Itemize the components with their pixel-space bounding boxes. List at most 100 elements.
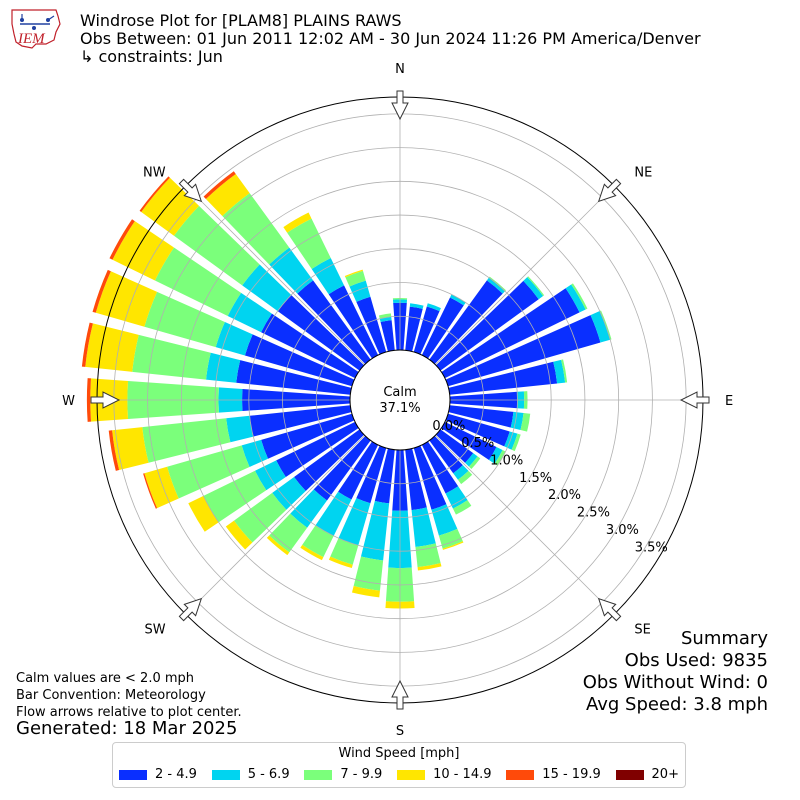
wind-bar-segment xyxy=(379,316,392,323)
wind-bar-segment xyxy=(405,448,427,511)
wind-bar-segment xyxy=(92,269,111,313)
wind-bar-segment xyxy=(445,486,468,509)
legend-label: 15 - 19.9 xyxy=(542,767,601,782)
wind-bar-segment xyxy=(413,306,440,355)
wind-bar-segment xyxy=(294,429,365,491)
wind-bar-segment xyxy=(236,360,352,395)
legend-swatch xyxy=(615,769,644,780)
legend-swatch xyxy=(506,769,535,780)
wind-bar-segment xyxy=(109,219,135,260)
wind-bar-segment xyxy=(154,247,242,316)
wind-bar-segment xyxy=(374,448,395,504)
wind-bar-segment xyxy=(272,476,306,510)
flow-arrow-icon xyxy=(679,391,710,409)
wind-bar-segment xyxy=(206,352,241,383)
wind-bar-segment xyxy=(561,359,568,383)
legend-swatch xyxy=(119,769,147,780)
flow-arrow-icon xyxy=(597,597,622,622)
wind-bar-segment xyxy=(277,294,365,371)
grid-spoke xyxy=(185,185,365,365)
wind-bar-segment xyxy=(429,280,503,365)
compass-label: NW xyxy=(143,166,166,181)
radial-tick-label: 1.5% xyxy=(519,471,552,486)
legend-entry: 7 - 9.9 xyxy=(304,767,382,782)
wind-bar-segment xyxy=(95,271,158,327)
iem-logo: IEM xyxy=(11,9,61,49)
radial-tick-label: 0.5% xyxy=(461,436,494,451)
wind-bar-segment xyxy=(411,507,436,548)
wind-bar-segment xyxy=(452,500,472,515)
calm-label: Calm xyxy=(383,385,416,400)
wind-bar-segment xyxy=(442,541,464,550)
wind-bar-segment xyxy=(441,288,580,379)
wind-bar-segment xyxy=(344,269,363,278)
wind-bar-segment xyxy=(510,411,524,431)
flow-arrow-icon xyxy=(90,391,121,409)
legend-swatch xyxy=(211,769,240,780)
wind-bar-segment xyxy=(132,334,211,380)
flow-arrow-icon xyxy=(178,597,203,622)
flow-arrow-icon xyxy=(597,178,622,203)
wind-bar-segment xyxy=(205,173,250,217)
summary-heading: Summary xyxy=(681,628,768,649)
wind-bar-segment xyxy=(226,415,254,443)
speed-legend: Wind Speed [mph] 2 - 4.9 5 - 6.9 7 - 9.9 10… xyxy=(112,742,686,788)
chart-constraints: ↳ constraints: Jun xyxy=(80,47,223,66)
flow-arrows-note: Flow arrows relative to plot center. xyxy=(16,705,242,720)
wind-bar-segment xyxy=(380,320,395,352)
wind-bar-segment xyxy=(85,323,139,372)
flow-arrow-icon xyxy=(391,679,409,710)
wind-bar-segment xyxy=(313,435,371,501)
wind-bar-segment xyxy=(311,258,345,295)
legend-label: 20+ xyxy=(651,767,679,782)
summary-avg-speed: Avg Speed: 3.8 mph xyxy=(586,694,768,715)
wind-bar-segment xyxy=(112,427,149,471)
wind-bar-segment xyxy=(142,418,231,463)
flow-arrow-icon xyxy=(178,178,203,203)
wind-bar-segment xyxy=(144,466,179,509)
calm-circle xyxy=(349,349,451,451)
windrose-bars xyxy=(81,171,612,609)
wind-bar-segment xyxy=(435,280,539,371)
wind-bar-segment xyxy=(255,460,286,491)
wind-bar-segment xyxy=(565,284,586,313)
wind-bar-segment xyxy=(144,291,225,348)
wind-bar-segment xyxy=(409,303,424,309)
logo-text: IEM xyxy=(17,31,46,47)
wind-bar-segment xyxy=(242,264,292,312)
legend-items: 2 - 4.9 5 - 6.9 7 - 9.9 10 - 14.9 15 - 19.9 2… xyxy=(119,767,679,782)
wind-bar-segment xyxy=(378,313,392,319)
summary-obs-without-wind: Obs Without Wind: 0 xyxy=(582,672,768,693)
wind-bar-segment xyxy=(167,445,250,499)
wind-bar-segment xyxy=(486,277,506,294)
wind-bar-segment xyxy=(520,412,531,432)
wind-bar-segment xyxy=(302,525,334,558)
compass-label: SW xyxy=(144,622,165,637)
grid-spoke xyxy=(435,435,615,615)
legend-label: 10 - 14.9 xyxy=(433,767,492,782)
legend-entry: 2 - 4.9 xyxy=(119,767,197,782)
radial-tick-label: 0.0% xyxy=(432,419,465,434)
wind-bar-segment xyxy=(330,538,359,565)
chart-subtitle: Obs Between: 01 Jun 2011 12:02 AM - 30 J… xyxy=(80,29,701,48)
wind-bar-segment xyxy=(173,205,260,286)
calm-value: 37.1% xyxy=(379,401,420,416)
wind-bar-segment xyxy=(338,441,379,500)
wind-bar-segment xyxy=(244,334,355,387)
radial-tick-label: 3.5% xyxy=(635,540,668,555)
wind-bar-segment xyxy=(234,492,287,543)
wind-bar-segment xyxy=(227,292,272,333)
wind-bar-segment xyxy=(527,276,545,297)
legend-entry: 10 - 14.9 xyxy=(397,767,492,782)
wind-bar-segment xyxy=(249,405,352,437)
wind-bar-segment xyxy=(328,285,379,359)
legend-swatch xyxy=(397,769,426,780)
wind-bar-segment xyxy=(488,447,503,464)
wind-bar-segment xyxy=(438,528,463,549)
wind-bar-segment xyxy=(81,322,93,367)
wind-bar-segment xyxy=(445,413,510,447)
wind-bar-segment xyxy=(139,176,170,212)
wind-bar-segment xyxy=(328,556,353,569)
